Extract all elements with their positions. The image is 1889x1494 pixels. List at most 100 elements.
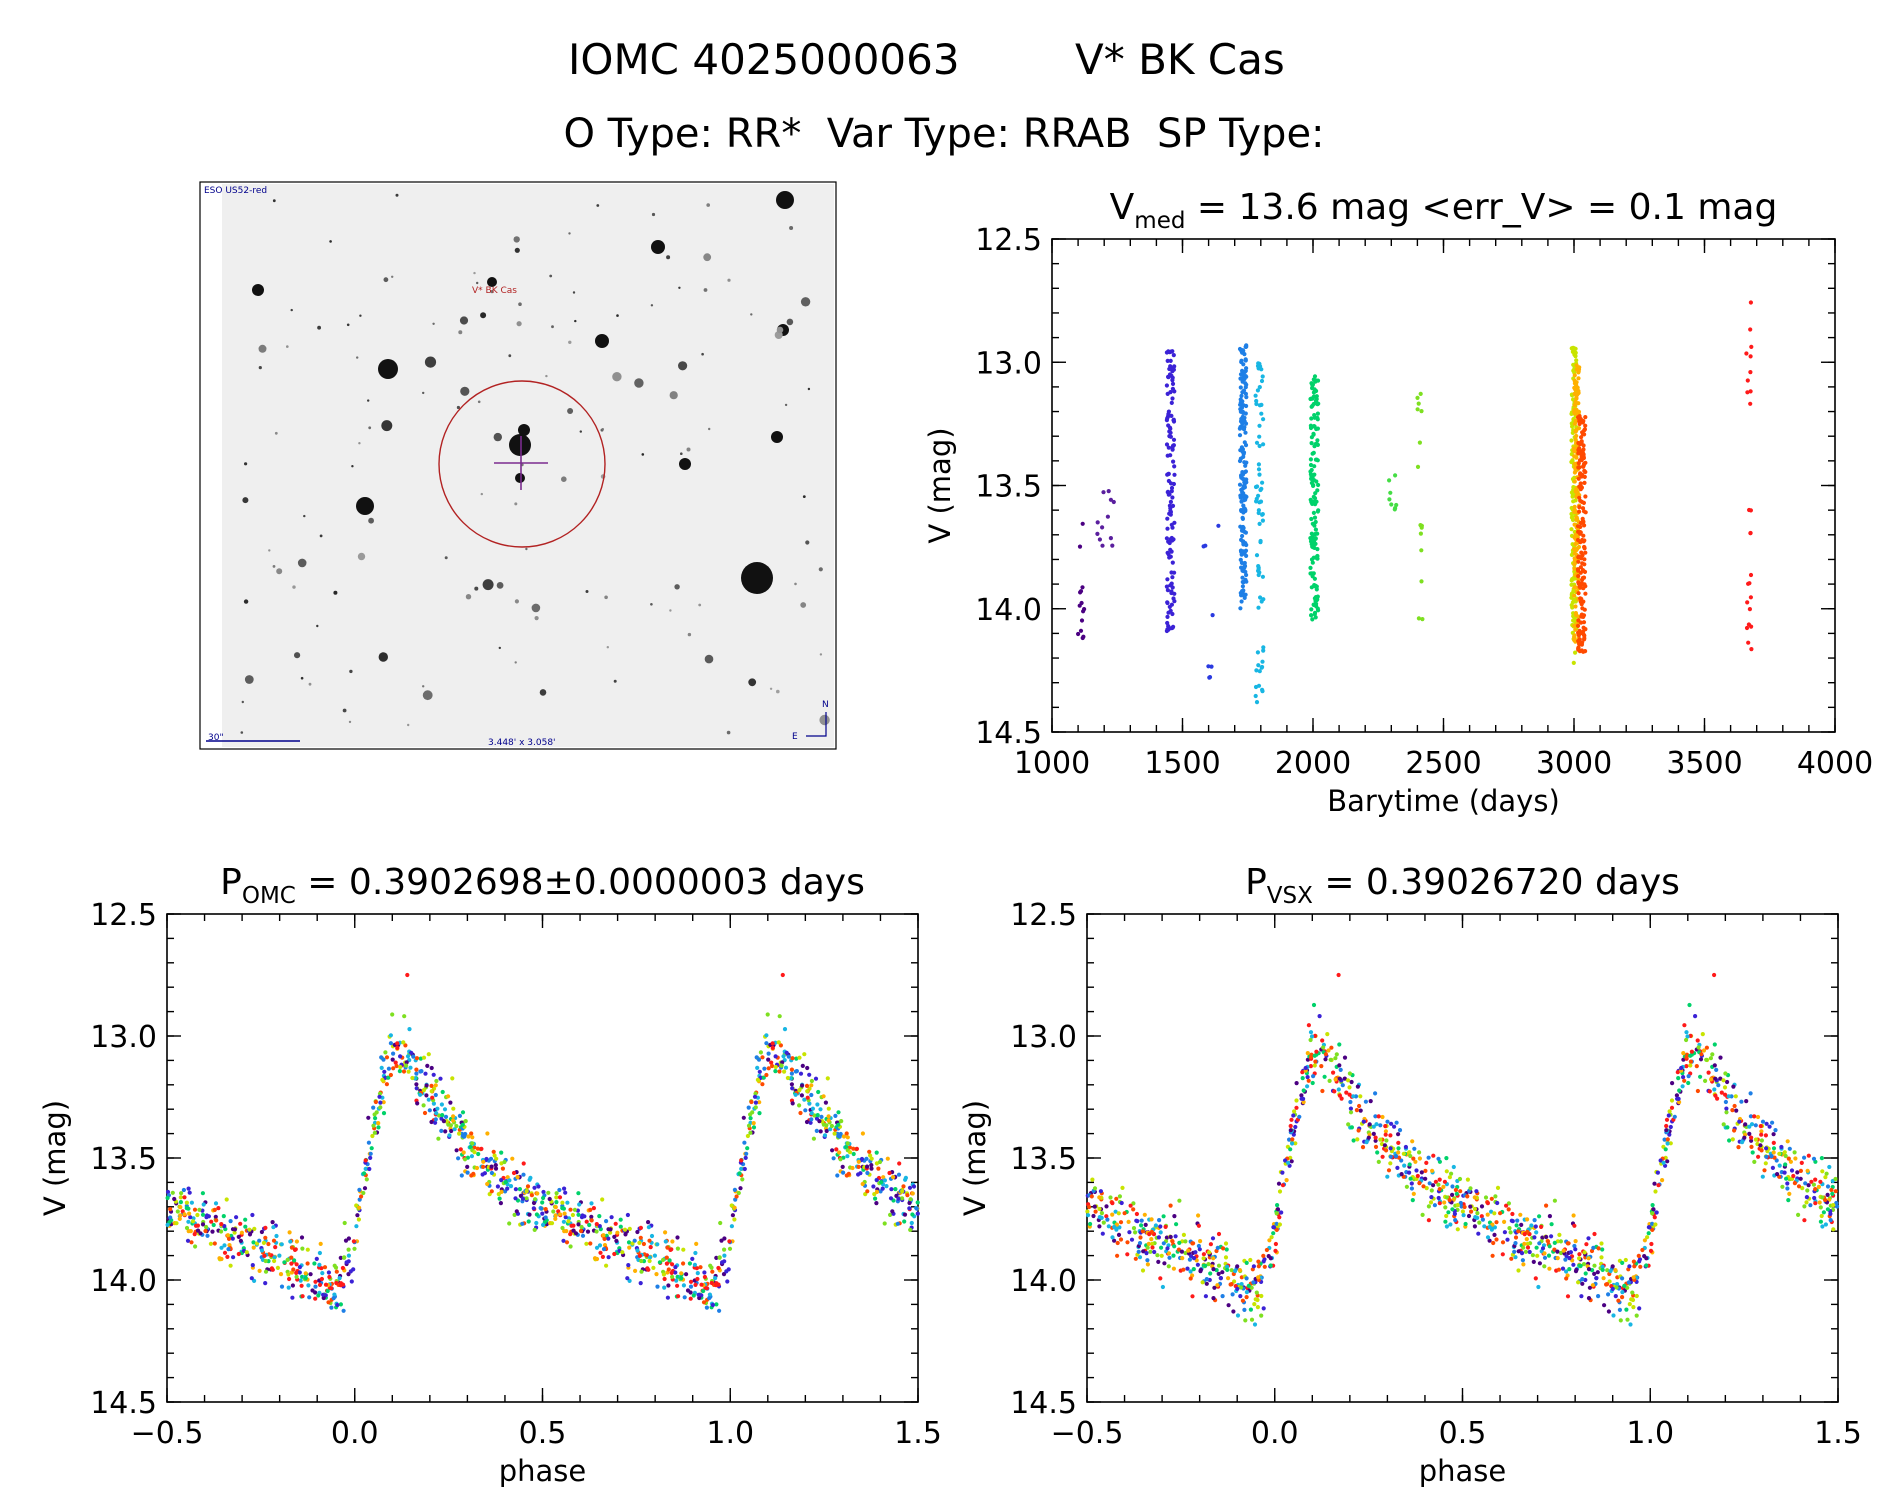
data-point (1301, 1088, 1306, 1093)
data-point (1449, 1171, 1454, 1176)
data-point (371, 1123, 376, 1128)
data-point (1725, 1079, 1730, 1085)
data-point (729, 1224, 735, 1229)
data-point (1260, 511, 1265, 517)
star (687, 632, 692, 637)
star (706, 203, 710, 207)
data-point (907, 1185, 913, 1190)
data-point (1326, 1048, 1331, 1053)
data-point (1364, 1140, 1369, 1145)
data-point (1450, 1192, 1455, 1197)
data-point (238, 1221, 243, 1226)
data-point (1648, 1248, 1654, 1253)
x-tick-label: 0.5 (519, 1416, 567, 1451)
data-point (388, 1072, 393, 1078)
data-point (1315, 411, 1320, 416)
data-point (1575, 567, 1581, 572)
data-point (632, 1238, 637, 1243)
data-point (1349, 1125, 1354, 1130)
data-point (1578, 585, 1583, 590)
data-point (476, 1151, 481, 1157)
data-point (704, 1305, 710, 1310)
data-point (782, 1027, 788, 1032)
data-point (661, 1257, 666, 1262)
data-point (499, 1189, 504, 1194)
data-point (1238, 456, 1243, 461)
data-point (1106, 1224, 1111, 1229)
header-object-name: V* BK Cas (1075, 35, 1285, 84)
data-point (1315, 606, 1320, 611)
data-point (1380, 1114, 1385, 1120)
data-point (1166, 423, 1171, 428)
data-point-outlier (1336, 972, 1341, 978)
data-point (204, 1224, 209, 1230)
data-point (165, 1195, 170, 1201)
data-point (1329, 1045, 1334, 1050)
data-point (1313, 1059, 1318, 1064)
data-point (1133, 1256, 1138, 1261)
data-point (1721, 1078, 1726, 1083)
data-point (451, 1106, 456, 1111)
data-point (1613, 1294, 1618, 1299)
data-point (588, 1241, 593, 1246)
data-point (1169, 589, 1174, 594)
data-point (1734, 1108, 1739, 1113)
data-point (641, 1241, 647, 1247)
data-point (1261, 645, 1266, 650)
data-point (822, 1133, 828, 1138)
data-point (1417, 440, 1422, 445)
data-point (1203, 1263, 1208, 1268)
data-point (1525, 1217, 1530, 1222)
data-point (1636, 1253, 1641, 1258)
data-point (1773, 1128, 1778, 1133)
data-point (1616, 1298, 1621, 1303)
data-point (597, 1214, 602, 1219)
data-point (829, 1123, 835, 1129)
data-point (1458, 1189, 1463, 1194)
data-point (1172, 1214, 1177, 1219)
data-point (1271, 1231, 1276, 1236)
data-point (1565, 1294, 1571, 1299)
data-point (734, 1194, 739, 1199)
data-point (561, 1238, 566, 1243)
data-point (1171, 437, 1177, 442)
data-point (652, 1253, 658, 1258)
data-point (826, 1114, 831, 1119)
data-point (869, 1166, 874, 1171)
data-point (1819, 1156, 1824, 1161)
data-point (431, 1101, 436, 1106)
data-point (1399, 1158, 1404, 1163)
data-point (1749, 1122, 1755, 1127)
data-point (1572, 566, 1577, 571)
data-point (1080, 635, 1085, 641)
star (490, 290, 494, 294)
data-point (1681, 1075, 1686, 1080)
data-point (1368, 1099, 1373, 1104)
data-point (1564, 1269, 1569, 1274)
data-point (293, 1247, 298, 1252)
data-point (1386, 1168, 1392, 1173)
data-point (219, 1229, 224, 1234)
data-point (448, 1100, 453, 1105)
data-point (1140, 1229, 1145, 1234)
y-tick-label: 14.0 (1010, 1264, 1077, 1299)
data-point (535, 1191, 540, 1196)
data-point (1510, 1211, 1515, 1217)
data-point (1652, 1181, 1657, 1186)
data-point (760, 1082, 765, 1087)
data-point (1579, 539, 1584, 544)
star (498, 646, 501, 650)
data-point (1579, 614, 1584, 619)
data-point (1442, 1179, 1447, 1184)
data-point (811, 1136, 817, 1141)
data-point (439, 1128, 444, 1133)
data-point (1238, 372, 1244, 377)
data-point (1787, 1146, 1792, 1151)
data-point (1578, 599, 1583, 605)
x-tick-label: 1500 (1144, 746, 1220, 781)
data-point (882, 1178, 888, 1183)
data-point (470, 1135, 475, 1140)
data-point (1655, 1170, 1660, 1175)
data-point (1795, 1170, 1800, 1175)
data-point (262, 1253, 267, 1258)
